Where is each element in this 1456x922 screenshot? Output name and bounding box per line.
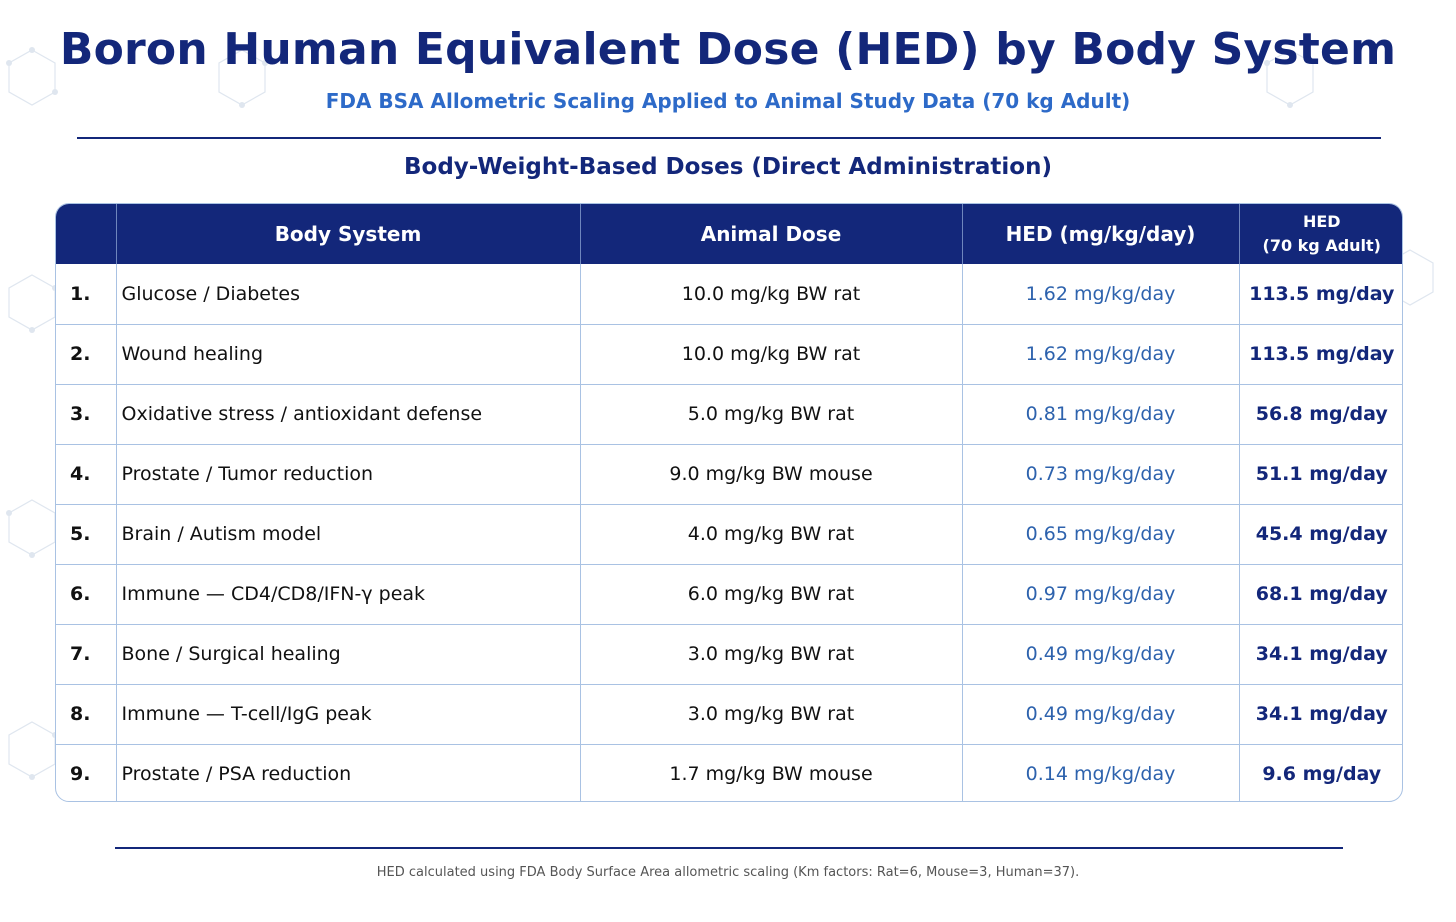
section-title: Body-Weight-Based Doses (Direct Administ… — [404, 154, 1052, 180]
animal-dose-cell: 4.0 mg/kg BW rat — [580, 504, 963, 565]
page-subtitle: FDA BSA Allometric Scaling Applied to An… — [325, 89, 1131, 113]
table-row: 4. Prostate / Tumor reduction 9.0 mg/kg … — [56, 444, 1402, 505]
animal-dose-cell: 5.0 mg/kg BW rat — [580, 384, 963, 445]
table-row: 5. Brain / Autism model 4.0 mg/kg BW rat… — [56, 504, 1402, 565]
table-row: 7. Bone / Surgical healing 3.0 mg/kg BW … — [56, 624, 1402, 685]
dose-table: Body System Animal Dose HED (mg/kg/day) … — [56, 204, 1402, 801]
footer-divider — [115, 847, 1343, 849]
row-number: 7. — [56, 624, 117, 685]
column-header-index — [56, 204, 117, 264]
table-row: 8. Immune — T-cell/IgG peak 3.0 mg/kg BW… — [56, 684, 1402, 745]
table-row: 6. Immune — CD4/CD8/IFN-γ peak 6.0 mg/kg… — [56, 564, 1402, 625]
page-title: Boron Human Equivalent Dose (HED) by Bod… — [59, 24, 1397, 75]
column-header-hed-70kg-line1: HED — [1302, 212, 1341, 231]
animal-dose-cell: 6.0 mg/kg BW rat — [580, 564, 963, 625]
body-system-cell: Prostate / Tumor reduction — [116, 444, 581, 505]
row-number: 5. — [56, 504, 117, 565]
body-system-cell: Immune — CD4/CD8/IFN-γ peak — [116, 564, 581, 625]
animal-dose-cell: 3.0 mg/kg BW rat — [580, 684, 963, 745]
column-header-hed-70kg: HED (70 kg Adult) — [1239, 204, 1402, 264]
row-number: 9. — [56, 744, 117, 801]
row-number: 8. — [56, 684, 117, 745]
hed-cell: 1.62 mg/kg/day — [962, 264, 1240, 325]
table-row: 9. Prostate / PSA reduction 1.7 mg/kg BW… — [56, 744, 1402, 801]
hed-cell: 0.49 mg/kg/day — [962, 624, 1240, 685]
body-system-cell: Oxidative stress / antioxidant defense — [116, 384, 581, 445]
row-number: 3. — [56, 384, 117, 445]
table-row: 3. Oxidative stress / antioxidant defens… — [56, 384, 1402, 445]
body-system-cell: Immune — T-cell/IgG peak — [116, 684, 581, 745]
hed-70kg-cell: 68.1 mg/day — [1239, 564, 1402, 625]
body-system-cell: Wound healing — [116, 324, 581, 385]
hed-cell: 1.62 mg/kg/day — [962, 324, 1240, 385]
hed-cell: 0.65 mg/kg/day — [962, 504, 1240, 565]
table-header-row: Body System Animal Dose HED (mg/kg/day) … — [56, 204, 1402, 264]
body-system-cell: Glucose / Diabetes — [116, 264, 581, 325]
hed-70kg-cell: 113.5 mg/day — [1239, 324, 1402, 385]
table-row: 2. Wound healing 10.0 mg/kg BW rat 1.62 … — [56, 324, 1402, 385]
column-header-animal-dose: Animal Dose — [580, 204, 963, 264]
row-number: 1. — [56, 264, 117, 325]
column-header-hed: HED (mg/kg/day) — [962, 204, 1240, 264]
hed-cell: 0.49 mg/kg/day — [962, 684, 1240, 745]
row-number: 4. — [56, 444, 117, 505]
hed-cell: 0.14 mg/kg/day — [962, 744, 1240, 801]
dose-table-container: Body System Animal Dose HED (mg/kg/day) … — [55, 203, 1403, 802]
animal-dose-cell: 10.0 mg/kg BW rat — [580, 324, 963, 385]
row-number: 2. — [56, 324, 117, 385]
header-divider — [77, 137, 1381, 139]
animal-dose-cell: 1.7 mg/kg BW mouse — [580, 744, 963, 801]
hed-cell: 0.73 mg/kg/day — [962, 444, 1240, 505]
animal-dose-cell: 9.0 mg/kg BW mouse — [580, 444, 963, 505]
column-header-hed-70kg-line2: (70 kg Adult) — [1262, 236, 1381, 255]
column-header-body-system: Body System — [116, 204, 581, 264]
animal-dose-cell: 3.0 mg/kg BW rat — [580, 624, 963, 685]
footnote: HED calculated using FDA Body Surface Ar… — [376, 865, 1080, 880]
body-system-cell: Bone / Surgical healing — [116, 624, 581, 685]
hed-70kg-cell: 51.1 mg/day — [1239, 444, 1402, 505]
body-system-cell: Prostate / PSA reduction — [116, 744, 581, 801]
hed-70kg-cell: 113.5 mg/day — [1239, 264, 1402, 325]
table-row: 1. Glucose / Diabetes 10.0 mg/kg BW rat … — [56, 264, 1402, 325]
hed-70kg-cell: 45.4 mg/day — [1239, 504, 1402, 565]
body-system-cell: Brain / Autism model — [116, 504, 581, 565]
hed-70kg-cell: 9.6 mg/day — [1262, 763, 1382, 786]
row-number: 6. — [56, 564, 117, 625]
hed-70kg-cell: 34.1 mg/day — [1239, 684, 1402, 745]
hed-70kg-cell: 34.1 mg/day — [1239, 624, 1402, 685]
hed-cell: 0.81 mg/kg/day — [962, 384, 1240, 445]
hed-cell: 0.97 mg/kg/day — [962, 564, 1240, 625]
hed-70kg-cell: 56.8 mg/day — [1239, 384, 1402, 445]
animal-dose-cell: 10.0 mg/kg BW rat — [580, 264, 963, 325]
